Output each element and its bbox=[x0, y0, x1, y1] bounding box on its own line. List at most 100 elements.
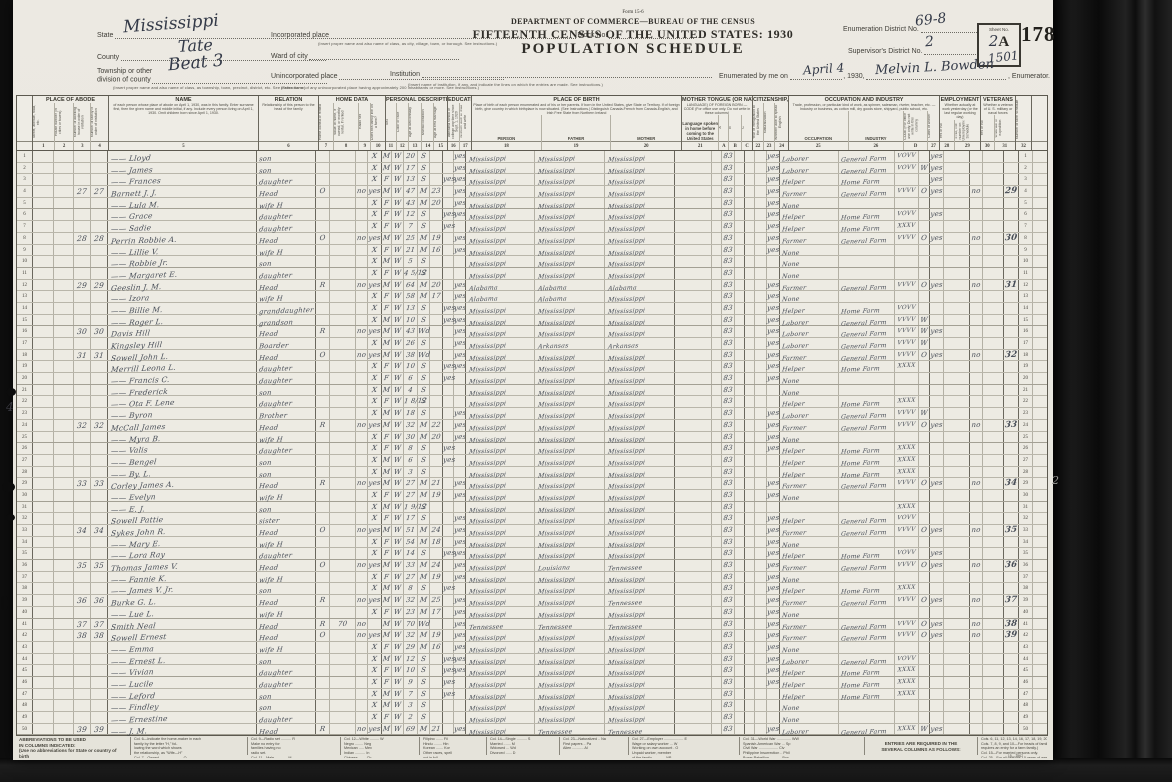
cell-c12: W bbox=[392, 595, 404, 606]
header-col-c3: Number of dwelling house in order of vis… bbox=[74, 103, 92, 150]
cell-value: yes bbox=[929, 525, 944, 535]
cell-cb: 83 bbox=[722, 197, 735, 209]
cell-value: yes bbox=[929, 233, 944, 243]
cell-c22 bbox=[744, 501, 755, 513]
cell-occ: None bbox=[779, 197, 839, 210]
cell-b1: Mississippi bbox=[465, 454, 535, 467]
cell-value bbox=[330, 314, 355, 315]
cell-cb: 83 bbox=[722, 384, 735, 396]
cell-value bbox=[33, 162, 53, 163]
cell-c4 bbox=[91, 197, 108, 209]
cell-value bbox=[983, 571, 1003, 572]
header-group-columns: Home owned or rented 7 Value of home, if o… bbox=[319, 103, 385, 150]
cell-b3: Mississippi bbox=[605, 583, 675, 596]
cell-value: O bbox=[920, 525, 928, 535]
cell-c14: S bbox=[418, 676, 430, 688]
cell-c1 bbox=[32, 151, 54, 162]
cell-b1: Mississippi bbox=[465, 408, 535, 421]
cell-c1 bbox=[32, 513, 54, 524]
cell-c10: yes bbox=[368, 349, 382, 361]
cell-ln: 14 bbox=[17, 302, 33, 314]
cell-ln: 39 bbox=[17, 595, 33, 606]
cell-value: W bbox=[919, 338, 929, 348]
cell-c9 bbox=[356, 641, 368, 653]
cell-c7 bbox=[315, 338, 330, 349]
cell-value bbox=[33, 712, 53, 713]
cell-value: yes bbox=[367, 525, 382, 535]
cell-c32 bbox=[1003, 338, 1019, 349]
cell-value: yes bbox=[453, 665, 467, 675]
cell-value bbox=[330, 653, 355, 654]
cell-value bbox=[944, 548, 969, 549]
cell-value bbox=[983, 431, 1003, 432]
cell-c16: yes bbox=[442, 676, 456, 688]
cell-c4: 34 bbox=[91, 525, 108, 536]
footer-line: Col. 12—White ......... W bbox=[344, 737, 384, 741]
cell-value: M bbox=[382, 701, 391, 710]
cell-c2 bbox=[54, 630, 74, 641]
cell-c16: yes bbox=[442, 314, 456, 326]
cell-value bbox=[944, 314, 969, 315]
footer-line: Civil War ................... Civ bbox=[743, 746, 785, 751]
cell-value bbox=[983, 466, 1003, 467]
cell-c14: S bbox=[418, 267, 430, 279]
cell-c23 bbox=[755, 279, 767, 291]
cell-value bbox=[983, 314, 1003, 315]
header-col-label-c7: Home owned or rented bbox=[319, 104, 322, 140]
cell-value bbox=[330, 162, 355, 163]
cell-c32 bbox=[1003, 267, 1019, 279]
cell-value: 58 bbox=[405, 292, 416, 301]
cell-b1: Mississippi bbox=[465, 560, 535, 573]
cell-ind: General Farm bbox=[839, 279, 895, 292]
cell-lang bbox=[674, 232, 712, 244]
cell-c14: M bbox=[418, 606, 430, 618]
header-col-number-c1: 1 bbox=[33, 141, 54, 150]
cell-value bbox=[675, 349, 711, 350]
header-col-number-cd: D bbox=[904, 141, 928, 150]
cell-value bbox=[74, 151, 90, 152]
cell-b3: Mississippi bbox=[605, 606, 675, 619]
cell-name: —— Sadie bbox=[107, 221, 257, 234]
cell-c22 bbox=[744, 676, 755, 688]
cell-c9 bbox=[356, 653, 368, 665]
cell-lang bbox=[674, 256, 712, 267]
cell-value: VVVV bbox=[897, 631, 917, 639]
cell-occ: Farmer bbox=[779, 595, 839, 608]
header-group-label: MOTHER TONGUE (OR NATIVE bbox=[682, 97, 752, 103]
cell-b3: Tennessee bbox=[605, 618, 675, 631]
cell-c30 bbox=[969, 408, 983, 419]
cell-value: 10 bbox=[405, 666, 416, 675]
cell-c10: X bbox=[368, 373, 382, 384]
cell-value: no bbox=[971, 350, 982, 359]
cell-cd bbox=[895, 244, 919, 256]
cell-c9: no bbox=[356, 618, 368, 630]
cell-value bbox=[33, 408, 53, 409]
cell-c9: no bbox=[356, 478, 368, 489]
cell-ln: 20 bbox=[17, 373, 33, 384]
cell-c13: 10 bbox=[404, 665, 418, 676]
cell-c16 bbox=[442, 723, 454, 735]
cell-c31 bbox=[983, 618, 1004, 630]
cell-c28 bbox=[929, 688, 944, 700]
cell-ca bbox=[712, 560, 722, 571]
cell-cb: 83 bbox=[722, 361, 735, 373]
cell-c16 bbox=[442, 536, 454, 548]
cell-value bbox=[33, 349, 53, 350]
table-row: 41 37 37 Smith Neal Head R 70 no M W 70 Wd yes Tennes… bbox=[17, 618, 1047, 631]
cell-c32 bbox=[1003, 501, 1019, 513]
cell-c4 bbox=[91, 501, 108, 513]
cell-cb: 83 bbox=[722, 723, 735, 735]
cell-b2: Mississippi bbox=[535, 712, 605, 725]
cell-value: no bbox=[356, 350, 367, 359]
cell-value bbox=[983, 151, 1003, 152]
cell-c1 bbox=[32, 314, 54, 326]
cell-c2 bbox=[54, 431, 74, 443]
cell-value bbox=[91, 571, 107, 572]
cell-occ: Helper bbox=[779, 209, 839, 222]
cell-c7 bbox=[315, 489, 330, 501]
cell-value: 30 bbox=[93, 327, 105, 337]
cell-ca bbox=[712, 396, 722, 408]
header-col-cd: CODE (For office use only. Do not write … bbox=[904, 111, 929, 150]
cell-c4 bbox=[91, 174, 108, 186]
